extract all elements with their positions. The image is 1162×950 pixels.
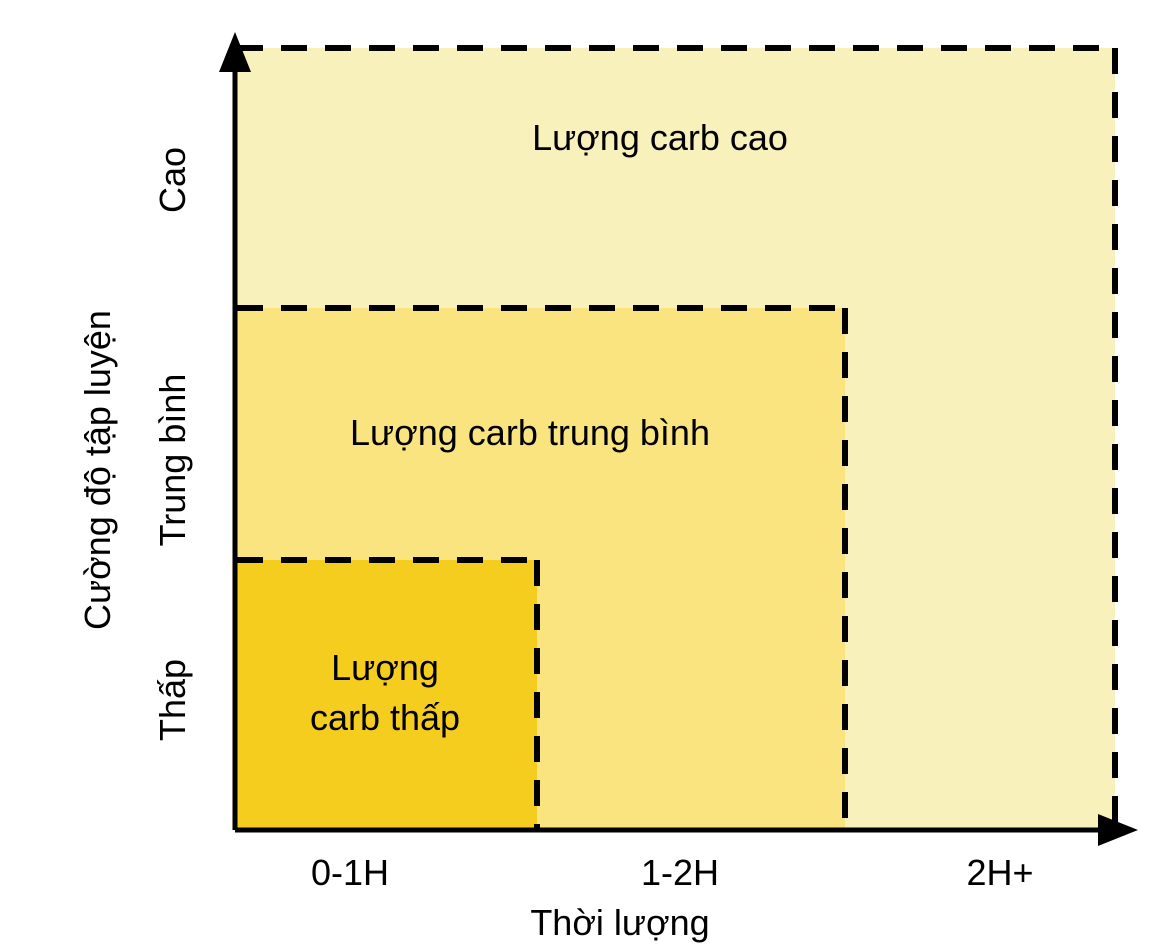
zone-medium-label: Lượng carb trung bình xyxy=(350,412,710,453)
y-axis-title: Cường độ tập luyện xyxy=(77,310,118,630)
x-tick-0-1h: 0-1H xyxy=(311,852,389,893)
x-tick-1-2h: 1-2H xyxy=(641,852,719,893)
y-tick-high: Cao xyxy=(152,147,193,213)
x-axis-title: Thời lượng xyxy=(530,902,709,943)
zone-high-label: Lượng carb cao xyxy=(532,117,788,158)
zone-low-label-line2: carb thấp xyxy=(310,697,460,738)
y-tick-medium: Trung bình xyxy=(152,374,193,547)
zone-low-label-line1: Lượng xyxy=(331,647,439,688)
chart-stage: Lượng carb cao Lượng carb trung bình Lượ… xyxy=(0,0,1162,950)
x-tick-2h-plus: 2H+ xyxy=(966,852,1033,893)
carb-zone-chart: Lượng carb cao Lượng carb trung bình Lượ… xyxy=(0,0,1162,950)
y-tick-low: Thấp xyxy=(152,659,193,741)
zone-low-fill xyxy=(237,560,537,828)
